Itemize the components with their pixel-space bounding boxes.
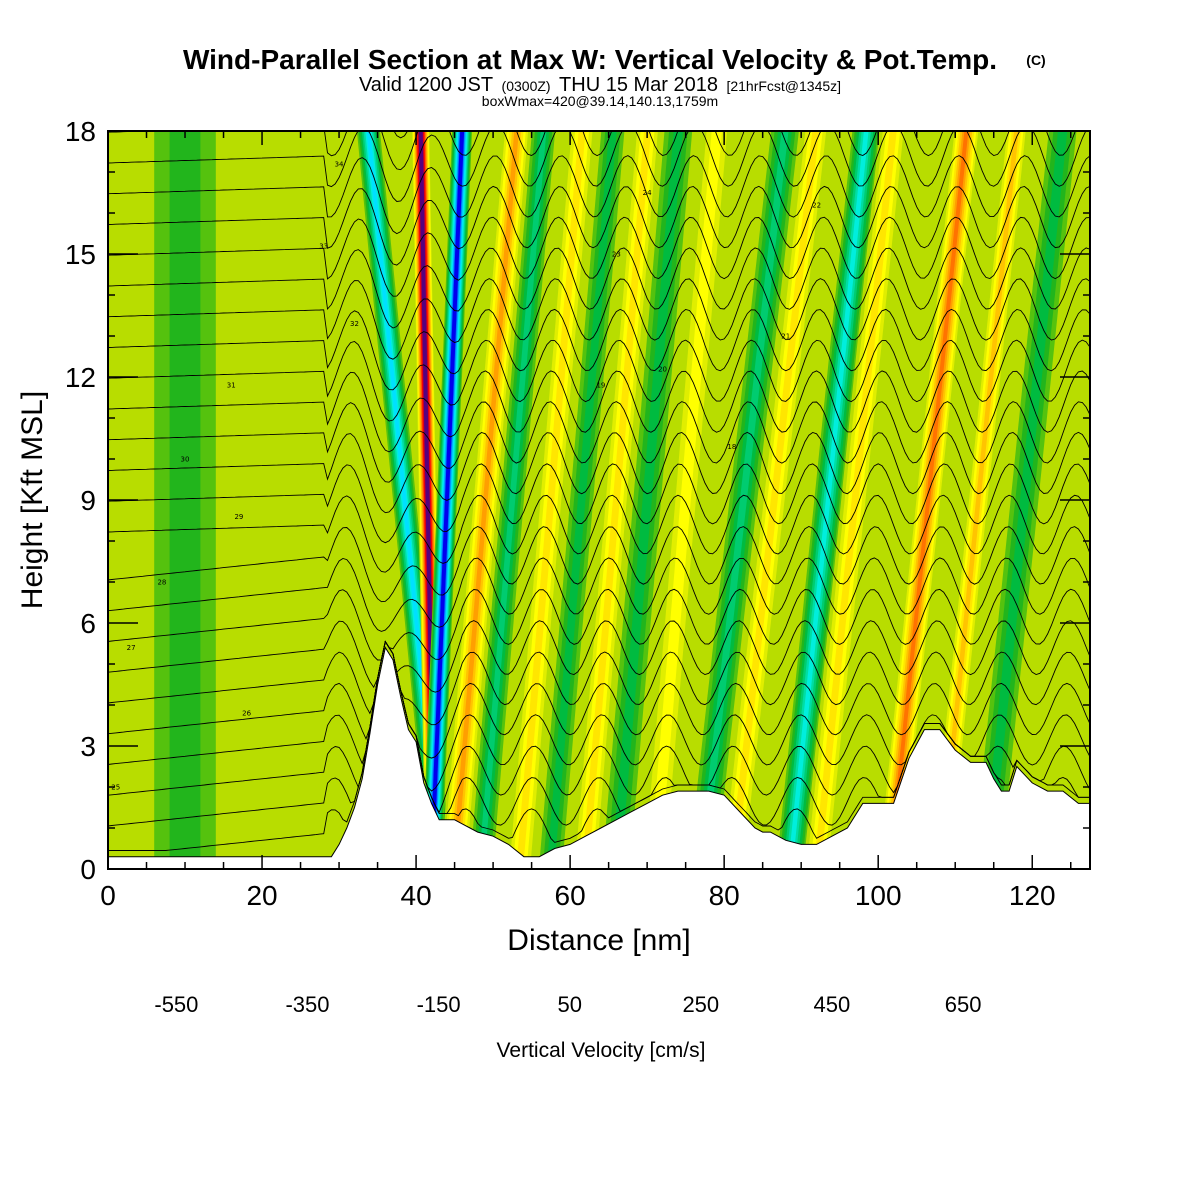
theta-contour-label: 22: [812, 201, 821, 209]
theta-contour: [108, 155, 1090, 235]
theta-contour: [108, 588, 1090, 661]
colorbar-tick-label: 450: [814, 992, 851, 1017]
colorbar-tick-label: 650: [945, 992, 982, 1017]
colorbar-tick-label: -150: [417, 992, 461, 1017]
theta-contour-label: 29: [234, 513, 243, 521]
x-axis-label: Distance [nm]: [507, 924, 690, 957]
plot-area: 34 33 32 31 30 29 28 27 26 25 24 23 22 21 20 19 18: [108, 131, 1090, 869]
y-tick-label: 0: [80, 854, 96, 885]
velocity-band: [546, 131, 617, 869]
theta-contour: [108, 525, 1090, 603]
theta-contour: [108, 278, 1090, 360]
colorbar: -550 -350 -150 50 250 450 650: [154, 992, 981, 1017]
theta-contour: [108, 640, 1090, 759]
chart-title: Wind-Parallel Section at Max W: Vertical…: [183, 44, 997, 75]
y-tick-label: 18: [65, 116, 96, 147]
theta-contour: [108, 131, 1076, 171]
valid-prefix: Valid 1200 JST: [359, 74, 493, 96]
y-tick-label: 6: [80, 608, 96, 639]
y-tick-label: 9: [80, 485, 96, 516]
velocity-band: [813, 131, 897, 869]
theta-contour: [108, 131, 1087, 202]
velocity-band: [516, 131, 586, 869]
x-tick-label: 40: [401, 880, 432, 911]
velocity-band: [581, 131, 651, 869]
colorbar-label: Vertical Velocity [cm/s]: [497, 1039, 706, 1062]
theta-contour: [108, 370, 1090, 453]
theta-contour-label: 20: [658, 365, 667, 373]
velocity-band: [611, 131, 683, 869]
theta-contour-label: 25: [111, 784, 120, 792]
velocity-band: [937, 131, 1019, 869]
copyright-mark: (C): [1026, 52, 1045, 68]
x-tick-label: 120: [1009, 880, 1056, 911]
theta-contour-label: 18: [727, 443, 736, 451]
theta-contour: [108, 620, 1090, 693]
velocity-band: [787, 131, 869, 869]
theta-contour: [108, 494, 1090, 573]
theta-contour: [108, 247, 1090, 329]
box-info: boxWmax=420@39.14,140.13,1759m: [482, 93, 718, 109]
theta-contour-label: 34: [335, 160, 344, 168]
theta-contour: [108, 463, 1090, 544]
theta-contour-label: 19: [596, 382, 605, 390]
theta-contour: [108, 640, 1090, 792]
theta-contour-label: 21: [781, 333, 790, 341]
theta-contour: [108, 339, 1090, 422]
colorbar-tick-label: -550: [154, 992, 198, 1017]
y-tick-label: 3: [80, 731, 96, 762]
velocity-band: [325, 131, 384, 869]
colorbar-tick-label: 50: [557, 992, 581, 1017]
colorbar-tick-label: 250: [682, 992, 719, 1017]
theta-contour: [108, 308, 1090, 391]
theta-contour: [108, 431, 1090, 514]
theta-contour-label: 30: [181, 456, 190, 464]
theta-contour-label: 32: [350, 320, 359, 328]
terrain-profile: [108, 646, 1090, 869]
x-tick-label: 60: [555, 880, 586, 911]
theta-contour-label: 28: [157, 579, 166, 587]
theta-contour: [108, 401, 1090, 483]
theta-contour-label: 24: [643, 189, 652, 197]
x-tick-label: 20: [246, 880, 277, 911]
theta-contour-label: 23: [612, 251, 621, 259]
y-axis: 0 3 6 9 12 15 18: [65, 116, 1090, 885]
valid-date: THU 15 Mar 2018: [559, 74, 718, 96]
velocity-band: [698, 131, 789, 869]
velocity-field: [108, 131, 1090, 869]
theta-contour: [108, 185, 1090, 266]
theta-contour: [108, 216, 1090, 297]
theta-contour: [108, 640, 1090, 726]
theta-contour-label: 27: [127, 644, 136, 652]
valid-time-line: Valid 1200 JST (0300Z) THU 15 Mar 2018 […: [359, 74, 841, 96]
velocity-band: [478, 131, 547, 869]
y-tick-label: 12: [65, 362, 96, 393]
theta-contours: [108, 131, 1090, 851]
velocity-band: [169, 131, 201, 869]
theta-contour-label: 26: [242, 710, 251, 718]
theta-contour: [108, 640, 1090, 814]
y-axis-label: Height [Kft MSL]: [16, 391, 49, 609]
forecast-info: [21hrFcst@1345z]: [726, 78, 841, 94]
velocity-band: [888, 131, 969, 869]
y-tick-label: 15: [65, 239, 96, 270]
velocity-band: [729, 131, 820, 869]
x-tick-label: 0: [100, 880, 116, 911]
valid-utc: (0300Z): [502, 78, 551, 94]
x-tick-label: 80: [709, 880, 740, 911]
theta-contour-label: 31: [227, 382, 236, 390]
x-tick-label: 100: [855, 880, 902, 911]
x-axis: 0 20 40 60 80 100 120: [100, 131, 1072, 911]
theta-contour-labels: 34 33 32 31 30 29 28 27 26 25 24 23 22 21 20 19 18: [111, 160, 821, 791]
theta-contour: [108, 557, 1090, 632]
colorbar-tick-label: -350: [285, 992, 329, 1017]
theta-contour-label: 33: [319, 242, 328, 250]
